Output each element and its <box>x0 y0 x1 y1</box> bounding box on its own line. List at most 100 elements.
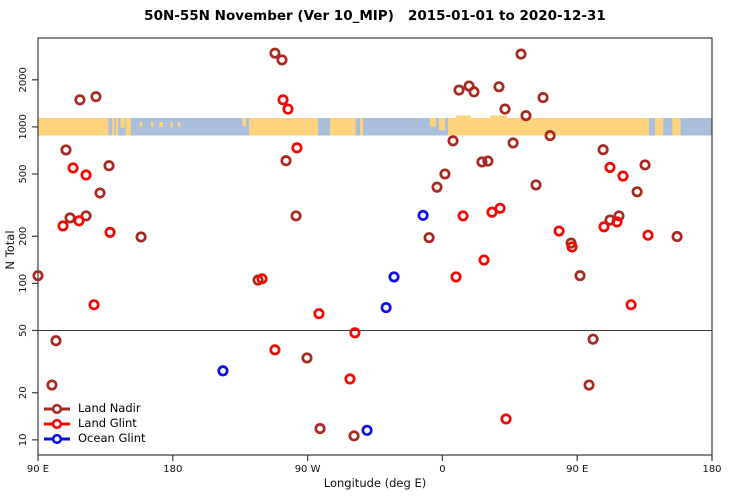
x-tick-label: 0 <box>439 464 445 475</box>
x-tick-label: 90 E <box>27 464 49 475</box>
point-land-glint <box>457 210 469 222</box>
point-land-glint <box>553 225 565 237</box>
point-land-glint <box>478 254 490 266</box>
y-tick-label: 50 <box>18 324 29 337</box>
point-land-glint <box>611 216 623 228</box>
point-land-nadir <box>276 54 288 66</box>
y-tick-label: 200 <box>18 227 29 246</box>
map-strip-island <box>139 122 143 127</box>
point-land-nadir <box>103 160 115 172</box>
y-tick-label: 10 <box>18 433 29 446</box>
map-strip-land <box>115 118 119 136</box>
point-land-glint <box>450 271 462 283</box>
map-strip-ocean-patch <box>318 118 331 128</box>
point-land-nadir <box>468 86 480 98</box>
map-strip-island <box>159 122 164 127</box>
x-tick-label: 90 E <box>566 464 588 475</box>
point-land-glint <box>291 142 303 154</box>
point-land-nadir <box>439 168 451 180</box>
map-strip-land <box>655 118 664 136</box>
point-land-nadir <box>507 137 519 149</box>
point-land-nadir <box>583 379 595 391</box>
point-land-glint <box>642 229 654 241</box>
point-land-glint <box>617 170 629 182</box>
point-land-nadir <box>135 231 147 243</box>
point-land-nadir <box>493 81 505 93</box>
map-strip-land <box>447 118 457 136</box>
x-tick-label: 180 <box>163 464 182 475</box>
legend-marker-icon <box>44 418 70 429</box>
point-ocean-glint <box>388 271 400 283</box>
y-tick-label: 20 <box>18 386 29 399</box>
point-land-nadir <box>499 103 511 115</box>
point-land-glint <box>566 241 578 253</box>
point-land-nadir <box>453 84 465 96</box>
point-land-nadir <box>280 155 292 167</box>
point-land-nadir <box>530 179 542 191</box>
map-strip-island <box>178 122 181 127</box>
point-land-glint <box>256 273 268 285</box>
point-land-nadir <box>74 94 86 106</box>
point-land-nadir <box>290 210 302 222</box>
map-strip-bump <box>455 115 471 119</box>
y-tick-label: 100 <box>18 274 29 293</box>
point-land-nadir <box>574 270 586 282</box>
point-land-nadir <box>50 335 62 347</box>
legend-row: Ocean Glint <box>44 431 146 446</box>
map-strip-land <box>125 118 131 136</box>
point-land-nadir <box>348 430 360 442</box>
point-land-nadir <box>597 144 609 156</box>
point-land-nadir <box>447 135 459 147</box>
map-strip-land-partial <box>429 118 436 127</box>
point-land-nadir <box>90 91 102 103</box>
map-strip-land <box>112 118 115 136</box>
point-ocean-glint <box>361 424 373 436</box>
map-strip-land <box>456 118 650 136</box>
point-land-glint <box>277 94 289 106</box>
point-land-nadir <box>639 159 651 171</box>
point-land-glint <box>500 413 512 425</box>
legend-marker-icon <box>44 433 70 444</box>
point-land-glint <box>57 220 69 232</box>
point-land-nadir <box>301 352 313 364</box>
point-land-glint <box>282 103 294 115</box>
point-land-nadir <box>80 210 92 222</box>
point-land-nadir <box>269 47 281 59</box>
y-axis-label: N Total <box>3 230 17 270</box>
legend-row: Land Glint <box>44 416 146 431</box>
point-land-glint <box>104 226 116 238</box>
x-tick-label: 90 W <box>295 464 321 475</box>
point-ocean-glint <box>217 365 229 377</box>
point-land-glint <box>598 221 610 233</box>
legend-label: Land Glint <box>78 416 137 430</box>
point-land-nadir <box>46 379 58 391</box>
point-land-nadir <box>423 232 435 244</box>
point-land-nadir <box>613 210 625 222</box>
point-land-glint <box>313 308 325 320</box>
point-ocean-glint <box>380 302 392 314</box>
point-land-glint <box>88 299 100 311</box>
point-land-glint <box>67 162 79 174</box>
map-strip-land-partial <box>242 118 247 126</box>
point-land-nadir <box>671 231 683 243</box>
map-strip-land <box>330 118 356 136</box>
point-land-nadir <box>587 333 599 345</box>
point-land-nadir <box>515 48 527 60</box>
point-ocean-glint <box>417 209 429 221</box>
point-land-nadir <box>314 423 326 435</box>
point-land-nadir <box>476 156 488 168</box>
point-land-glint <box>625 299 637 311</box>
map-strip-land <box>38 118 109 136</box>
point-land-glint <box>344 373 356 385</box>
point-land-nadir <box>482 155 494 167</box>
point-land-nadir <box>537 92 549 104</box>
map-strip-island <box>151 122 154 127</box>
point-land-glint <box>73 215 85 227</box>
map-strip-island <box>170 122 173 127</box>
point-land-glint <box>494 202 506 214</box>
point-land-nadir <box>520 110 532 122</box>
point-land-nadir <box>631 186 643 198</box>
map-strip-land <box>249 118 319 136</box>
